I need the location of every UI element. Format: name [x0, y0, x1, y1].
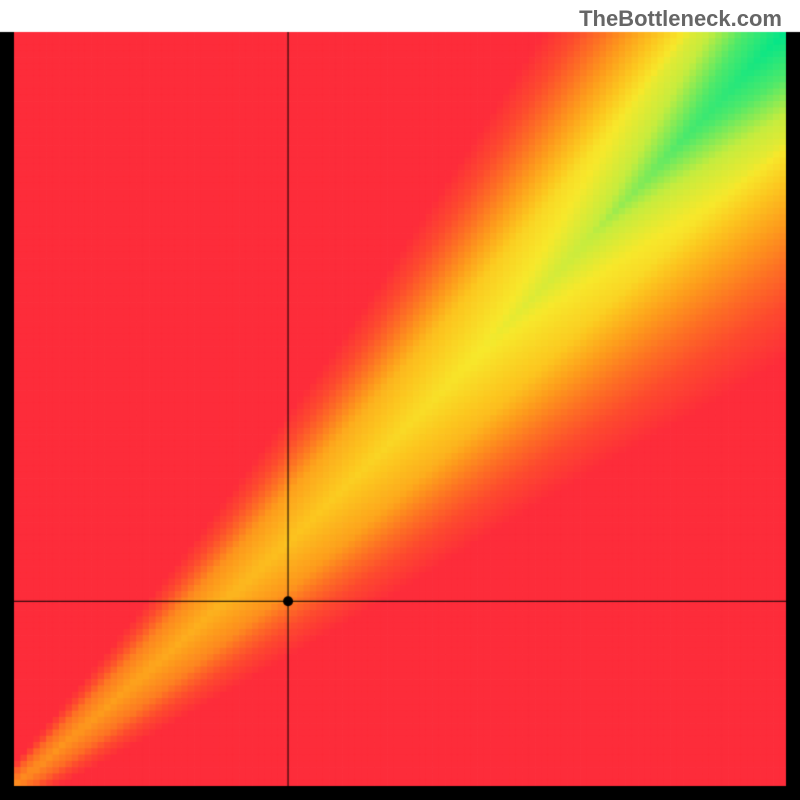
watermark-text: TheBottleneck.com [579, 6, 782, 32]
bottleneck-heatmap [0, 0, 800, 800]
chart-container: TheBottleneck.com [0, 0, 800, 800]
